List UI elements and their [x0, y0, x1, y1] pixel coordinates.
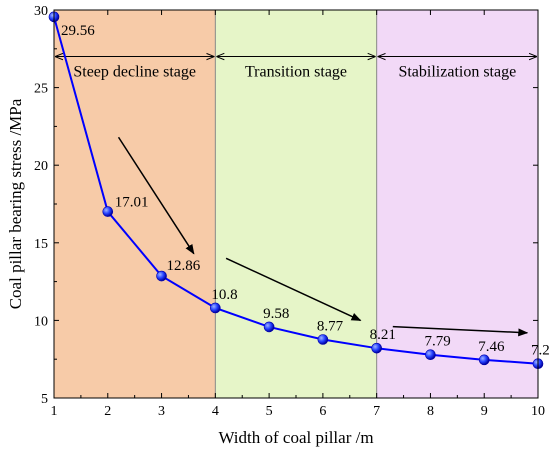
series-line [53, 16, 539, 365]
y-tick-label: 25 [34, 82, 48, 97]
data-point [102, 206, 114, 217]
data-label: 12.86 [167, 258, 201, 274]
data-point [317, 334, 329, 345]
stage-region [54, 10, 216, 398]
stage-label: Stabilization stage [398, 64, 516, 81]
data-label: 7.21 [531, 343, 550, 359]
data-point [425, 349, 436, 360]
data-label: 8.21 [370, 327, 396, 343]
x-tick-label: 10 [531, 404, 545, 419]
x-tick-label: 5 [266, 404, 273, 419]
x-tick-label: 6 [319, 404, 326, 419]
x-tick-label: 7 [373, 404, 380, 419]
trend-arrow [392, 325, 529, 337]
data-label: 7.79 [424, 334, 450, 350]
y-tick-label: 10 [34, 314, 48, 329]
y-axis-title: Coal pillar bearing stress /MPa [6, 98, 25, 309]
stage-arrows: Steep decline stage Transition stage Stabi… [55, 57, 537, 81]
stage-region [376, 10, 538, 398]
axes: 1 2 3 4 5 6 7 8 9 10 5 10 15 20 25 30 Width of coal pill… [6, 4, 545, 447]
y-tick-label: 30 [34, 4, 48, 19]
data-point [371, 342, 382, 354]
data-labels: 29.56 17.01 12.86 10.8 9.58 8.77 8.21 7.79 7.46 7… [61, 23, 550, 359]
data-label: 10.8 [211, 287, 237, 303]
data-label: 29.56 [61, 23, 95, 39]
x-tick-label: 3 [158, 404, 165, 419]
data-label: 17.01 [115, 195, 149, 211]
trend-arrow [117, 136, 195, 255]
x-tick-label: 4 [212, 404, 219, 419]
trend-arrows [117, 136, 529, 337]
x-axis-title: Width of coal pillar /m [218, 428, 373, 447]
x-tick-label: 9 [481, 404, 488, 419]
x-tick-label: 1 [51, 404, 58, 419]
stage-label: Transition stage [245, 64, 347, 81]
data-label: 9.58 [263, 306, 289, 322]
data-point [478, 354, 490, 366]
x-tick-label: 2 [104, 404, 111, 419]
stage-label: Steep decline stage [73, 64, 196, 81]
y-tick-label: 5 [41, 392, 48, 407]
y-tick-label: 20 [34, 159, 48, 174]
data-label: 7.46 [478, 339, 505, 355]
data-point [156, 270, 167, 282]
y-tick-label: 15 [34, 237, 48, 252]
data-point [263, 321, 275, 333]
data-point [210, 302, 221, 314]
stage-regions [54, 10, 538, 398]
data-series [48, 11, 544, 370]
trend-arrow [225, 257, 362, 322]
x-tick-label: 8 [427, 404, 434, 419]
data-label: 8.77 [317, 318, 344, 334]
